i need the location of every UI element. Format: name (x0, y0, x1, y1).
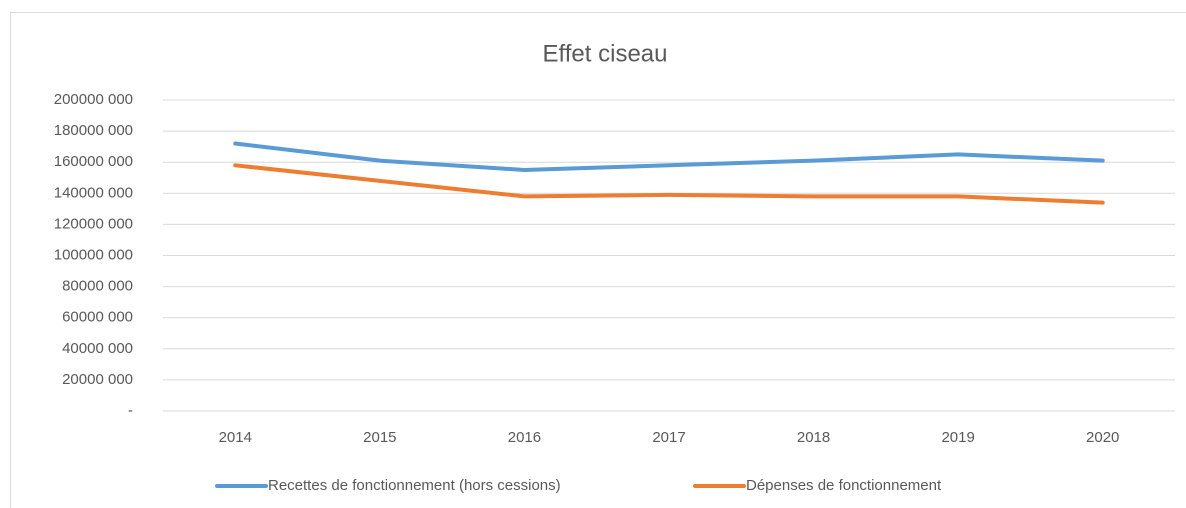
y-tick-label: 20000 000 (62, 371, 133, 388)
x-tick-label: 2020 (1086, 429, 1119, 446)
y-tick-label: 100000 000 (54, 246, 133, 263)
y-tick-label: 60000 000 (62, 309, 133, 326)
y-tick-label: 120000 000 (54, 215, 133, 232)
y-tick-label: 160000 000 (54, 153, 133, 170)
series-line (233, 163, 1105, 205)
y-tick-label: 180000 000 (54, 122, 133, 139)
x-tick-label: 2019 (941, 429, 974, 446)
legend-label: Recettes de fonctionnement (hors cession… (268, 477, 561, 494)
series-line (233, 141, 1105, 172)
legend-label: Dépenses de fonctionnement (746, 477, 942, 494)
x-tick-label: 2018 (797, 429, 830, 446)
y-tick-label: 40000 000 (62, 340, 133, 357)
y-tick-label: 80000 000 (62, 278, 133, 295)
y-tick-label: 140000 000 (54, 184, 133, 201)
x-tick-label: 2015 (363, 429, 396, 446)
y-tick-label: 200000 000 (54, 91, 133, 108)
x-tick-label: 2017 (652, 429, 685, 446)
x-tick-label: 2014 (219, 429, 252, 446)
chart-title: Effet ciseau (543, 40, 668, 67)
y-tick-label: - (128, 402, 133, 419)
x-tick-label: 2016 (508, 429, 541, 446)
chart-border (10, 12, 1186, 508)
